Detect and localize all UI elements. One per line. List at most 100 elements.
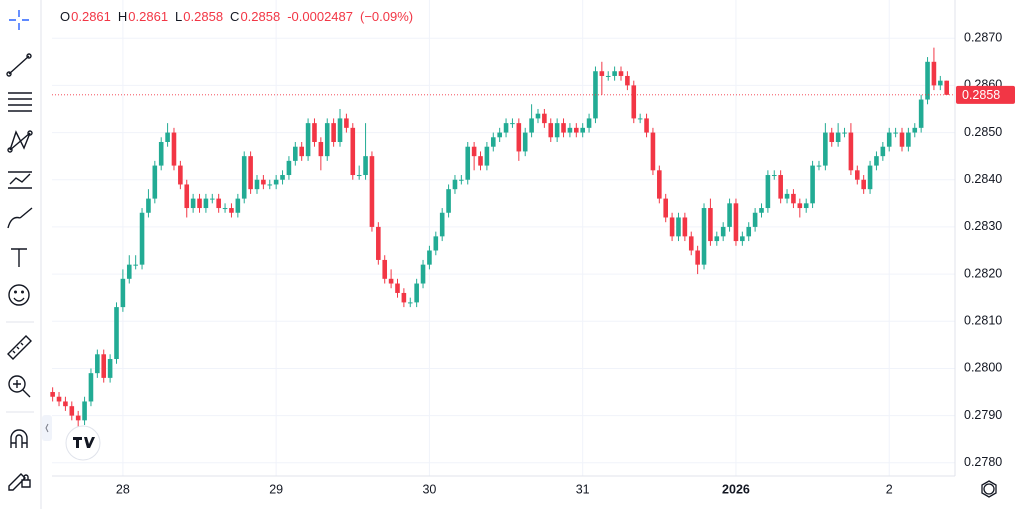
candle-body: [407, 302, 413, 304]
candle-body: [720, 226, 726, 237]
candle-body: [823, 132, 828, 166]
candle-body: [465, 146, 471, 180]
settings-button[interactable]: [981, 480, 997, 498]
candle-body: [803, 203, 809, 209]
candle-body: [178, 165, 183, 185]
candle-body: [356, 175, 362, 177]
magnet-tool[interactable]: [10, 429, 28, 448]
candle-body: [158, 141, 164, 166]
y-tick-label: 0.2820: [964, 266, 1002, 280]
candle-body: [471, 146, 477, 157]
candle-body: [746, 226, 752, 237]
candle-body: [254, 179, 260, 190]
legend-value: 0.2858: [240, 9, 281, 24]
last-price-tag: [956, 85, 1015, 104]
candle-body: [88, 373, 94, 402]
candle-body: [752, 212, 758, 227]
candle-body: [612, 71, 617, 76]
candle-body: [107, 359, 113, 378]
candle-body: [120, 278, 126, 308]
candle-body: [708, 208, 713, 242]
candle-body: [625, 75, 630, 86]
x-tick-label: 30: [422, 482, 436, 496]
candle-body: [548, 123, 554, 138]
candle-body: [478, 156, 483, 166]
candle-body: [765, 175, 771, 209]
candle-body: [861, 179, 866, 190]
candle-body: [637, 118, 643, 120]
candle-body: [395, 283, 400, 293]
candle-body: [318, 141, 324, 157]
candle-body: [829, 132, 835, 142]
candle-body: [388, 278, 394, 284]
x-tick-label: 31: [576, 482, 590, 496]
candle-body: [248, 156, 253, 190]
candle-body: [580, 127, 585, 133]
candle-body: [810, 165, 815, 204]
legend-value: 0.2861: [71, 9, 111, 24]
trend-line-tool[interactable]: [6, 53, 32, 77]
x-tick-label: 28: [116, 482, 130, 496]
candle-body: [286, 160, 292, 176]
zoom-tool[interactable]: [8, 375, 31, 398]
candle-body: [574, 127, 579, 133]
candle-body: [484, 146, 490, 166]
pattern-tool[interactable]: [7, 130, 33, 153]
candle-body: [816, 165, 822, 167]
legend-key: C: [230, 9, 240, 24]
y-tick-label: 0.2810: [964, 314, 1002, 328]
candle-body: [912, 127, 918, 133]
grid: [52, 0, 955, 476]
candle-body: [114, 307, 119, 360]
forecast-tool[interactable]: [8, 171, 32, 189]
legend-key: O: [60, 9, 71, 24]
fib-tool[interactable]: [8, 92, 32, 112]
ohlc-legend: O0.2861 H0.2861 L0.2858 C0.2858 -0.0002487 (−…: [60, 9, 420, 24]
ruler-tool[interactable]: [7, 335, 32, 360]
candle-body: [944, 80, 949, 95]
candle-body: [299, 146, 304, 157]
candle-body: [82, 401, 87, 421]
candle-body: [535, 113, 541, 119]
candle-body: [567, 127, 573, 133]
legend-value: 0.2858: [183, 9, 224, 24]
candle-body: [835, 132, 841, 142]
candle-body: [190, 198, 196, 209]
candle-body: [854, 170, 860, 180]
candle-body: [222, 208, 228, 210]
candle-body: [209, 198, 215, 200]
candle-body: [867, 165, 873, 190]
candle-body: [874, 156, 879, 166]
candle-body: [50, 392, 55, 397]
candle-body: [644, 118, 649, 133]
candle-body: [312, 123, 317, 142]
candle-body: [516, 123, 522, 152]
candle-body: [701, 208, 707, 265]
crosshair-tool[interactable]: [9, 10, 29, 30]
candle-body: [931, 61, 937, 86]
candle-body: [727, 203, 732, 227]
candle-body: [101, 354, 107, 378]
candle-body: [452, 179, 458, 190]
candle-body: [171, 132, 177, 166]
candle-body: [886, 132, 892, 147]
candle-body: [542, 113, 547, 124]
candle-body: [459, 179, 464, 181]
candle-body: [893, 132, 898, 134]
candle-body: [95, 354, 100, 374]
emoji-tool[interactable]: [8, 284, 30, 306]
y-tick-label: 0.2830: [964, 219, 1002, 233]
collapse-toolbar[interactable]: [42, 415, 52, 441]
lock-draw-tool[interactable]: [8, 473, 31, 491]
candle-body: [165, 132, 170, 142]
legend-change-percent: (−0.09%): [359, 9, 414, 24]
candle-body: [605, 75, 611, 77]
tradingview-logo[interactable]: [65, 425, 101, 461]
candle-body: [676, 217, 681, 237]
text-tool[interactable]: [11, 248, 27, 267]
candle-body: [778, 175, 783, 199]
candle-body: [280, 175, 285, 180]
brush-tool[interactable]: [7, 207, 33, 229]
candle-body: [669, 217, 675, 237]
y-tick-label: 0.2870: [964, 31, 1002, 45]
